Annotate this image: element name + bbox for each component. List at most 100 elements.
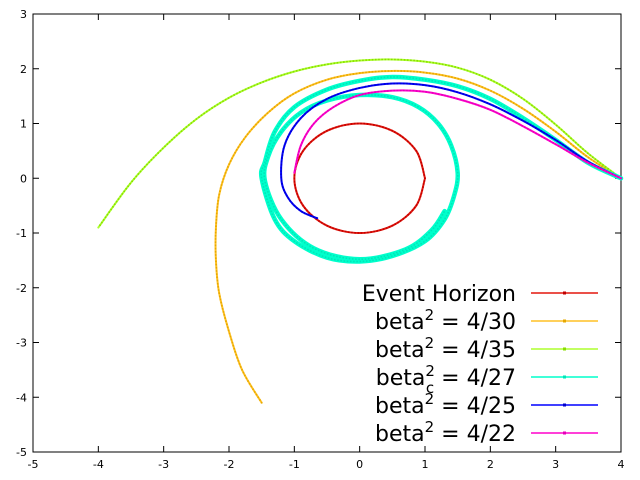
legend-label-tail: = 4/35 bbox=[434, 338, 516, 363]
legend-label: Event Horizon bbox=[362, 282, 516, 307]
data-point bbox=[284, 141, 287, 144]
data-point bbox=[221, 181, 224, 183]
data-point bbox=[484, 87, 487, 90]
data-point bbox=[416, 242, 418, 244]
data-point bbox=[390, 70, 393, 72]
data-point bbox=[445, 135, 448, 137]
data-point bbox=[417, 201, 419, 204]
data-point bbox=[524, 126, 526, 129]
data-point bbox=[566, 149, 568, 152]
data-point bbox=[529, 112, 531, 115]
y-tick-label: -4 bbox=[16, 391, 27, 404]
data-point bbox=[413, 206, 416, 209]
data-point bbox=[343, 61, 345, 63]
data-point bbox=[219, 102, 222, 104]
data-point bbox=[390, 82, 392, 85]
data-point bbox=[483, 106, 486, 109]
data-point bbox=[333, 86, 336, 88]
data-point bbox=[327, 78, 330, 81]
data-point bbox=[214, 238, 217, 240]
data-point bbox=[415, 204, 418, 206]
data-point bbox=[451, 76, 453, 78]
data-point bbox=[489, 103, 492, 106]
data-point bbox=[422, 171, 425, 173]
data-point bbox=[349, 97, 352, 100]
data-point bbox=[423, 236, 426, 238]
data-point bbox=[456, 85, 459, 87]
legend-label-sup: 2 bbox=[425, 418, 435, 436]
data-point bbox=[301, 245, 304, 248]
data-point bbox=[317, 118, 319, 120]
data-point bbox=[387, 90, 389, 92]
data-point bbox=[271, 144, 274, 147]
data-point bbox=[425, 234, 428, 236]
data-point bbox=[304, 113, 306, 115]
legend-label-base: Event Horizon bbox=[362, 282, 516, 307]
data-point bbox=[453, 193, 456, 196]
data-point bbox=[322, 100, 325, 102]
series-4 bbox=[280, 82, 622, 220]
data-point bbox=[453, 97, 456, 99]
data-point bbox=[277, 125, 279, 128]
data-point bbox=[292, 93, 294, 95]
data-point bbox=[363, 232, 366, 234]
data-point bbox=[215, 266, 218, 269]
data-point bbox=[572, 139, 575, 142]
data-point bbox=[365, 71, 367, 74]
data-point bbox=[453, 153, 455, 155]
data-point bbox=[413, 244, 416, 246]
data-point bbox=[531, 114, 534, 116]
data-point bbox=[360, 122, 362, 125]
data-point bbox=[166, 143, 169, 145]
data-point bbox=[501, 95, 504, 98]
data-point bbox=[555, 131, 557, 133]
data-point bbox=[208, 108, 211, 111]
data-point bbox=[216, 203, 219, 205]
data-point bbox=[127, 185, 129, 188]
data-point bbox=[301, 240, 303, 242]
data-point bbox=[452, 196, 455, 199]
data-point bbox=[288, 133, 291, 135]
data-point bbox=[267, 191, 269, 193]
data-point bbox=[235, 354, 237, 356]
data-point bbox=[421, 189, 424, 192]
data-point bbox=[229, 160, 232, 162]
data-point bbox=[288, 121, 291, 124]
data-point bbox=[620, 177, 622, 180]
data-point bbox=[224, 172, 227, 174]
data-point bbox=[297, 159, 300, 161]
data-point bbox=[489, 97, 491, 100]
data-point bbox=[121, 193, 124, 195]
data-point bbox=[300, 202, 303, 204]
data-point bbox=[560, 146, 563, 149]
data-point bbox=[449, 206, 452, 208]
data-point bbox=[402, 89, 405, 92]
data-point bbox=[245, 377, 248, 380]
data-point bbox=[276, 136, 279, 139]
data-point bbox=[411, 103, 414, 105]
data-point bbox=[256, 83, 259, 86]
data-point bbox=[339, 256, 341, 258]
data-point bbox=[246, 133, 249, 135]
data-point bbox=[264, 114, 266, 117]
data-point bbox=[454, 156, 456, 158]
data-point bbox=[268, 204, 270, 207]
data-point bbox=[387, 95, 389, 98]
data-point bbox=[259, 399, 261, 401]
data-point bbox=[560, 128, 563, 131]
data-point bbox=[549, 127, 552, 129]
data-point bbox=[437, 228, 439, 230]
data-point bbox=[215, 228, 217, 231]
data-point bbox=[226, 326, 229, 329]
data-point bbox=[399, 89, 402, 92]
data-point bbox=[346, 260, 349, 263]
data-point bbox=[380, 255, 383, 258]
data-point bbox=[426, 61, 428, 63]
data-point bbox=[510, 118, 512, 121]
data-point bbox=[113, 203, 116, 206]
data-point bbox=[389, 253, 392, 256]
data-point bbox=[397, 70, 399, 72]
data-point bbox=[297, 90, 300, 92]
data-point bbox=[419, 71, 422, 73]
data-point bbox=[358, 258, 360, 261]
